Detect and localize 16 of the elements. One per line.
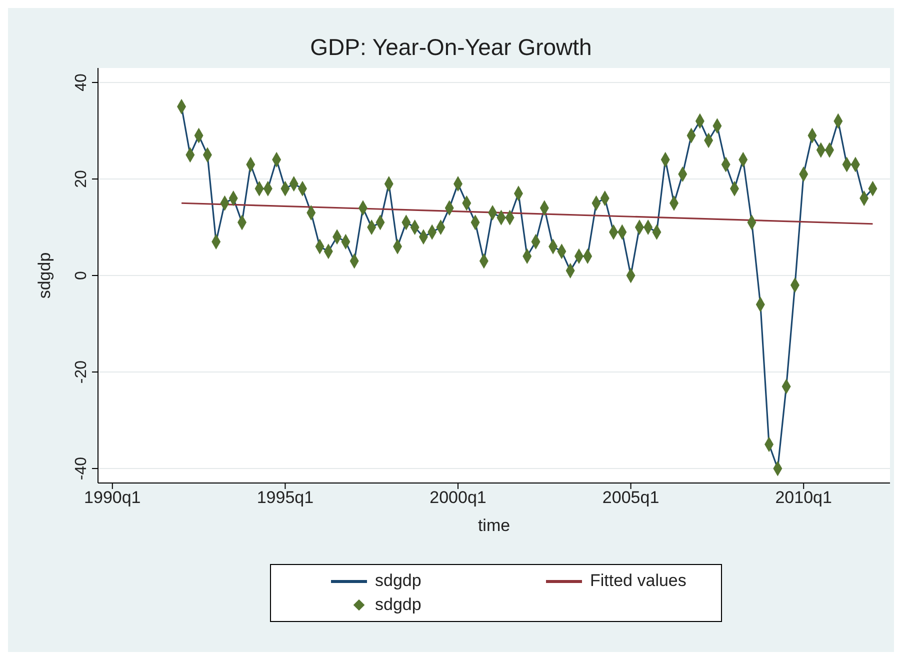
x-tick-label: 2005q1 — [602, 488, 660, 508]
legend-label: Fitted values — [590, 571, 686, 591]
y-tick-label: -40 — [73, 456, 90, 480]
x-tick-label: 2000q1 — [430, 488, 486, 508]
x-tick-label: 2010q1 — [775, 488, 832, 508]
legend-label: sdgdp — [375, 571, 422, 591]
y-tick-label: 40 — [73, 73, 90, 92]
y-tick-label: -20 — [73, 360, 90, 384]
x-axis-title: time — [478, 516, 510, 535]
y-tick-label: 0 — [73, 270, 90, 280]
y-tick-label: 20 — [73, 170, 90, 188]
legend-label: sdgdp — [375, 595, 422, 615]
x-tick-label: 1995q1 — [256, 488, 314, 508]
chart-title: GDP: Year-On-Year Growth — [309, 34, 593, 61]
y-axis-title: sdgdp — [35, 252, 54, 299]
x-tick-label: 1990q1 — [84, 488, 141, 508]
